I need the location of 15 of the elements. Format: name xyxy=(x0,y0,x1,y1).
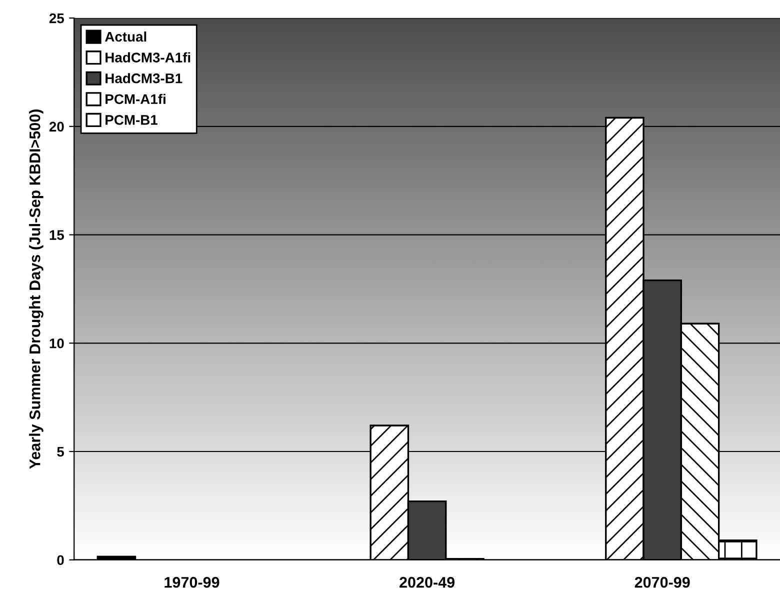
y-axis-title: Yearly Summer Drought Days (Jul-Sep KBDI>500) xyxy=(29,110,44,469)
legend-label: HadCM3-B1 xyxy=(106,73,182,84)
legend-label: HadCM3-A1fi xyxy=(106,52,190,62)
y-tick-label: 10 xyxy=(50,338,64,348)
x-tick-label: 1970-99 xyxy=(164,576,220,588)
y-tick-label: 15 xyxy=(50,230,64,240)
x-tick-label: 2020-49 xyxy=(400,576,455,588)
legend-label: PCM-B1 xyxy=(106,115,158,125)
y-tick-label: 25 xyxy=(49,13,64,24)
legend-label: PCM-A1fi xyxy=(106,94,166,104)
y-tick-label: 5 xyxy=(57,446,64,457)
legend-label: Actual xyxy=(105,31,146,42)
x-tick-label: 2070-99 xyxy=(634,576,690,588)
y-tick-label: 20 xyxy=(49,122,64,132)
y-tick-label: 0 xyxy=(57,555,64,566)
